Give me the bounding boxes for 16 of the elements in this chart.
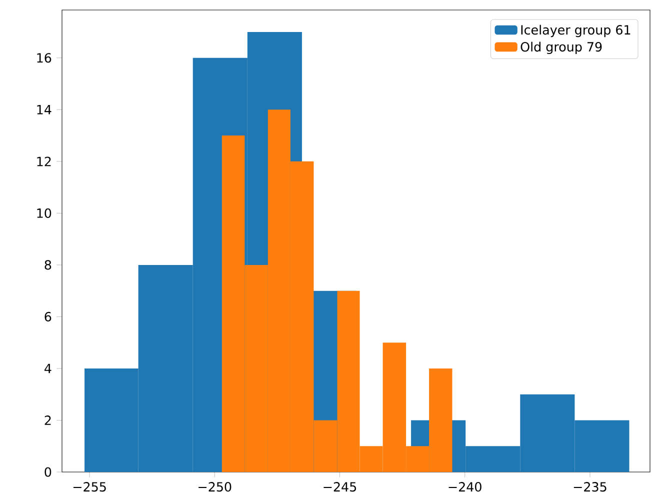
x-tick-label: −240 [448, 482, 482, 492]
x-tick-label: −245 [324, 482, 356, 492]
y-tick-label: 8 [44, 260, 52, 270]
legend-label: Old group 79 [520, 42, 602, 54]
y-tick-label: 6 [44, 312, 52, 322]
y-tick-label: 2 [44, 416, 51, 425]
y-tick-label: 4 [44, 364, 52, 374]
y-tick-label: 12 [37, 156, 51, 166]
x-tick-label: −255 [73, 482, 106, 492]
y-tick-label: 16 [37, 53, 52, 63]
y-tick-label: 0 [44, 467, 52, 477]
x-tick-label: −235 [574, 482, 606, 492]
x-tick-label: −250 [198, 482, 232, 492]
y-tick-label: 10 [37, 208, 52, 218]
y-tick-label: 14 [37, 105, 52, 114]
legend-label: Icelayer group 61 [521, 24, 630, 38]
